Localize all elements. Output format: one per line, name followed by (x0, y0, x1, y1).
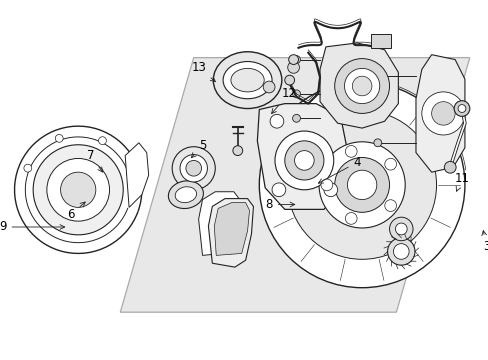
Circle shape (292, 90, 300, 98)
Circle shape (444, 161, 455, 173)
Circle shape (323, 183, 337, 197)
Circle shape (384, 158, 396, 170)
Circle shape (431, 102, 454, 125)
Circle shape (345, 212, 356, 224)
Ellipse shape (230, 68, 264, 92)
Circle shape (284, 75, 294, 85)
Text: 4: 4 (318, 156, 360, 183)
Text: 5: 5 (191, 139, 206, 158)
Circle shape (373, 72, 381, 80)
Polygon shape (120, 58, 469, 312)
Circle shape (395, 223, 407, 235)
Text: 13: 13 (191, 61, 215, 82)
Circle shape (55, 134, 63, 142)
Text: 8: 8 (265, 198, 294, 211)
Ellipse shape (175, 187, 196, 203)
Circle shape (352, 76, 371, 96)
Circle shape (99, 137, 106, 145)
Polygon shape (214, 203, 249, 255)
Circle shape (126, 170, 134, 177)
Circle shape (292, 56, 300, 63)
Circle shape (294, 150, 313, 170)
Circle shape (172, 147, 215, 190)
Ellipse shape (168, 181, 203, 208)
Polygon shape (125, 143, 148, 207)
Circle shape (384, 200, 396, 211)
Circle shape (61, 172, 96, 207)
Polygon shape (208, 199, 253, 267)
Circle shape (373, 139, 381, 147)
Circle shape (287, 111, 436, 259)
Text: 11: 11 (453, 172, 468, 191)
Circle shape (33, 145, 123, 235)
Circle shape (334, 157, 389, 212)
Text: 7: 7 (87, 149, 102, 172)
Text: 2: 2 (0, 359, 1, 360)
Circle shape (284, 141, 323, 180)
Circle shape (24, 164, 32, 172)
Polygon shape (415, 55, 464, 172)
Ellipse shape (223, 62, 271, 99)
Text: 12: 12 (271, 87, 296, 113)
Circle shape (232, 146, 242, 156)
Polygon shape (257, 104, 347, 210)
Circle shape (185, 161, 201, 176)
Circle shape (453, 101, 469, 116)
Circle shape (344, 68, 379, 104)
Circle shape (263, 81, 274, 93)
Circle shape (259, 82, 464, 288)
Circle shape (318, 142, 405, 228)
Circle shape (269, 114, 283, 128)
Text: 6: 6 (67, 202, 85, 221)
Circle shape (387, 238, 414, 265)
Circle shape (288, 55, 298, 64)
Circle shape (457, 105, 465, 112)
Text: 3: 3 (481, 231, 488, 253)
Circle shape (421, 92, 464, 135)
Circle shape (345, 145, 356, 157)
Circle shape (287, 62, 299, 73)
Polygon shape (319, 43, 398, 128)
FancyBboxPatch shape (370, 34, 390, 48)
Polygon shape (198, 192, 239, 255)
Circle shape (389, 217, 412, 241)
Circle shape (180, 154, 207, 182)
Circle shape (393, 244, 408, 259)
Circle shape (47, 158, 109, 221)
Circle shape (320, 179, 332, 191)
Circle shape (347, 170, 376, 199)
Text: 10: 10 (0, 359, 1, 360)
Ellipse shape (213, 52, 281, 108)
Circle shape (292, 114, 300, 122)
Circle shape (271, 183, 285, 197)
Text: 1: 1 (0, 359, 1, 360)
Text: 9: 9 (0, 220, 64, 234)
Circle shape (274, 131, 333, 190)
Circle shape (334, 59, 389, 113)
